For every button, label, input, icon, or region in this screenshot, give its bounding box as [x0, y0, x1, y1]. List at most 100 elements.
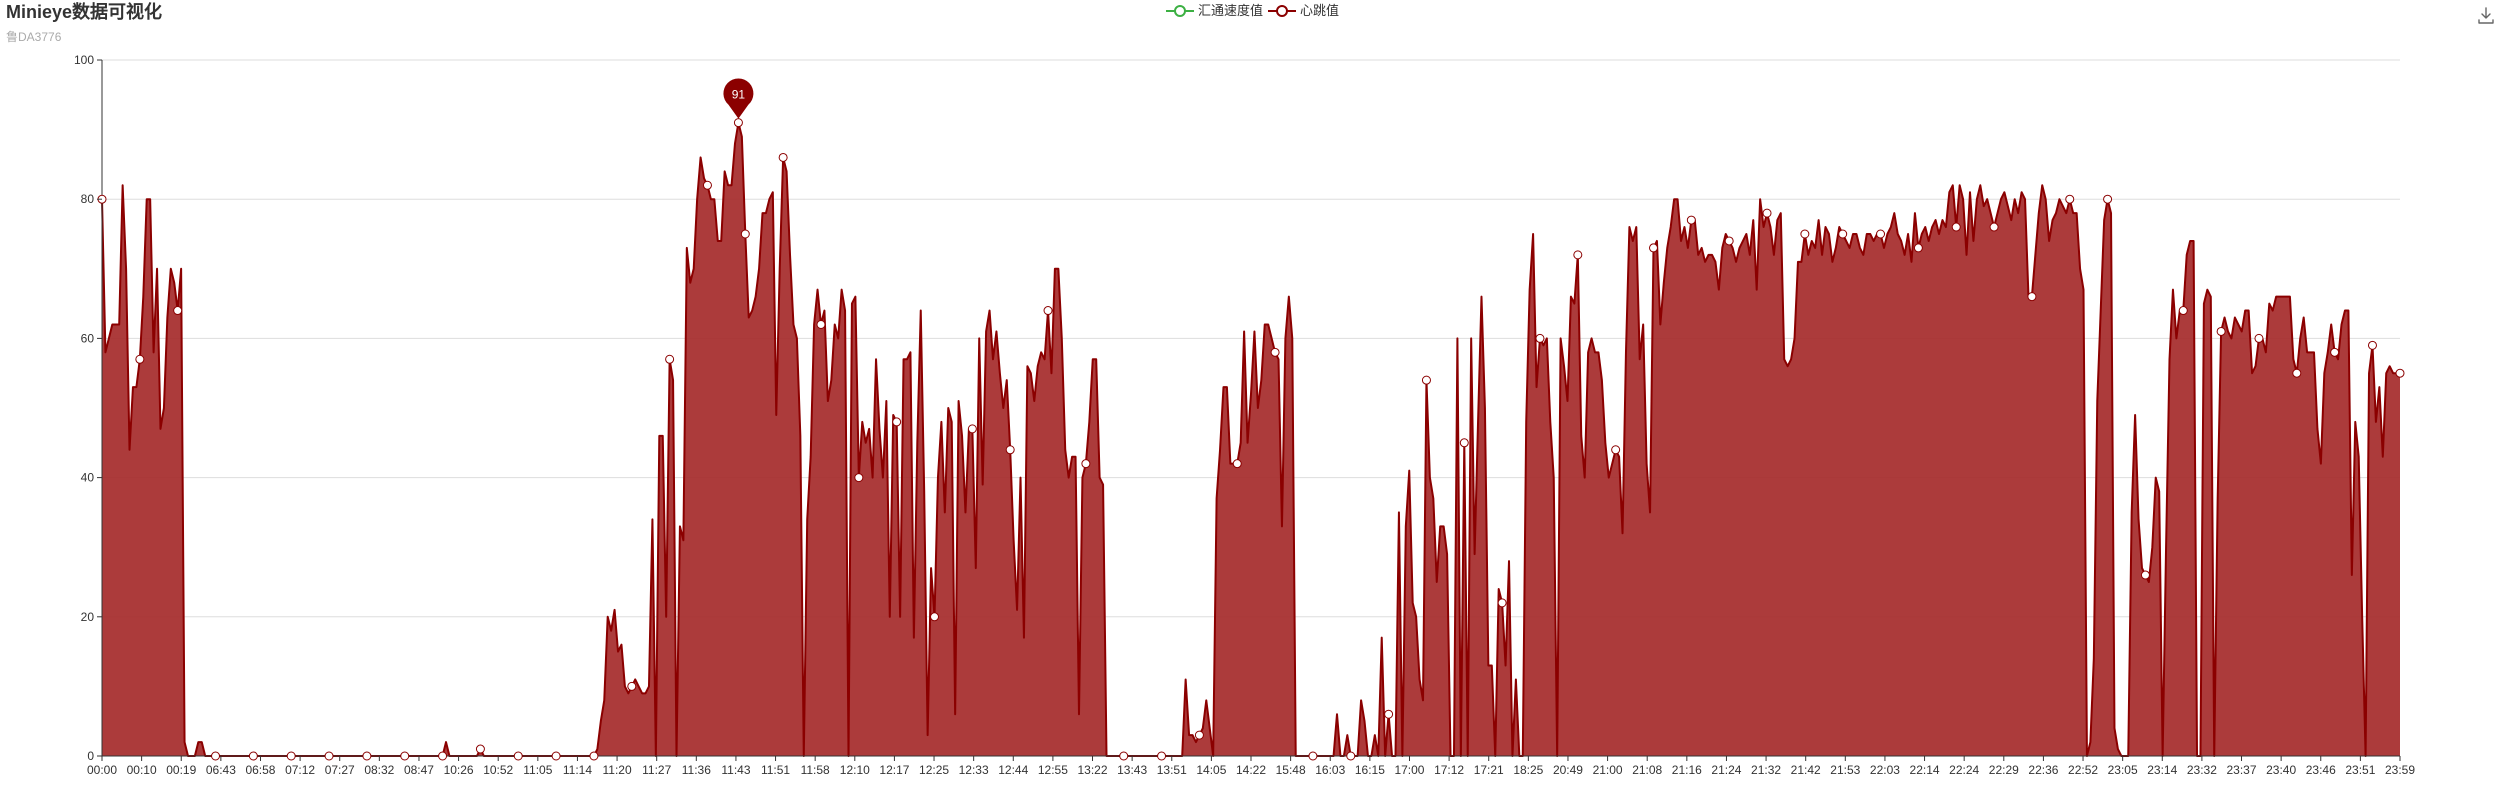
data-point [1535, 333, 1545, 343]
x-tick-label: 22:52 [2068, 763, 2098, 777]
data-point [2292, 368, 2302, 378]
plot-area [101, 121, 2400, 757]
data-point [2367, 340, 2377, 350]
legend-speed-marker [1174, 5, 1186, 17]
data-point [1043, 306, 1053, 316]
x-tick-label: 12:25 [919, 763, 949, 777]
y-tick-label: 80 [81, 192, 95, 206]
x-tick-label: 20:49 [1553, 763, 1583, 777]
data-point [778, 152, 788, 162]
y-tick-label: 100 [74, 53, 94, 67]
x-tick-label: 12:44 [998, 763, 1028, 777]
x-tick-label: 22:36 [2028, 763, 2058, 777]
x-tick-label: 23:05 [2108, 763, 2138, 777]
max-pin-label: 91 [732, 88, 746, 102]
download-icon[interactable] [2474, 4, 2498, 28]
x-tick-label: 06:43 [206, 763, 236, 777]
legend-heart-marker [1276, 5, 1288, 17]
x-tick-label: 22:03 [1870, 763, 1900, 777]
x-tick-label: 21:53 [1830, 763, 1860, 777]
data-point [1384, 709, 1394, 719]
x-tick-label: 22:24 [1949, 763, 1979, 777]
data-point [1005, 445, 1015, 455]
data-point [740, 229, 750, 239]
data-point [135, 354, 145, 364]
data-point [2140, 570, 2150, 580]
data-point [1421, 375, 1431, 385]
x-tick-label: 21:24 [1711, 763, 1741, 777]
data-point [1648, 243, 1658, 253]
x-tick-label: 11:51 [761, 763, 790, 777]
x-tick-label: 23:46 [2306, 763, 2336, 777]
data-point [551, 751, 561, 761]
x-tick-label: 17:12 [1434, 763, 1464, 777]
x-tick-label: 11:05 [523, 763, 552, 777]
y-tick-label: 20 [81, 610, 95, 624]
x-tick-label: 10:26 [444, 763, 474, 777]
chart-title: Minieye数据可视化 [6, 1, 162, 22]
data-point-markers [97, 152, 2405, 761]
legend: 汇通速度值 心跳值 [1166, 3, 1339, 18]
data-point [1800, 229, 1810, 239]
y-tick-label: 0 [87, 749, 94, 763]
data-point [967, 424, 977, 434]
legend-item-heart[interactable]: 心跳值 [1268, 3, 1339, 18]
y-axis-labels: 0 20 40 60 80 100 [74, 53, 102, 763]
data-point [1346, 751, 1356, 761]
max-marker: 91 [723, 78, 754, 128]
data-point [2103, 194, 2113, 204]
x-tick-label: 16:15 [1355, 763, 1385, 777]
data-point [475, 744, 485, 754]
x-tick-label: 12:17 [879, 763, 909, 777]
x-tick-label: 00:00 [87, 763, 117, 777]
x-tick-label: 13:43 [1117, 763, 1147, 777]
data-point [438, 751, 448, 761]
x-tick-label: 10:52 [483, 763, 513, 777]
data-point [702, 180, 712, 190]
heart-area-fill [102, 122, 2400, 756]
data-point [2395, 368, 2405, 378]
x-tick-label: 06:58 [245, 763, 275, 777]
x-tick-label: 11:36 [682, 763, 711, 777]
data-point [211, 751, 221, 761]
x-tick-label: 13:22 [1078, 763, 1108, 777]
x-tick-label: 11:43 [721, 763, 750, 777]
data-point [2178, 306, 2188, 316]
data-point [665, 354, 675, 364]
x-tick-label: 14:05 [1196, 763, 1226, 777]
x-tick-label: 00:19 [166, 763, 196, 777]
data-point [627, 681, 637, 691]
x-tick-label: 21:16 [1672, 763, 1702, 777]
x-tick-label: 21:32 [1751, 763, 1781, 777]
data-point [1838, 229, 1848, 239]
max-data-point [733, 118, 743, 128]
data-point [286, 751, 296, 761]
x-tick-label: 12:55 [1038, 763, 1068, 777]
data-point [324, 751, 334, 761]
x-tick-label: 00:10 [127, 763, 157, 777]
data-point [1876, 229, 1886, 239]
data-point [1459, 438, 1469, 448]
x-tick-label: 23:14 [2147, 763, 2177, 777]
x-tick-label: 08:32 [364, 763, 394, 777]
x-tick-label: 18:25 [1513, 763, 1543, 777]
x-tick-label: 11:14 [563, 763, 592, 777]
data-point [1686, 215, 1696, 225]
legend-item-speed[interactable]: 汇通速度值 [1166, 3, 1263, 18]
data-point [1989, 222, 1999, 232]
x-tick-label: 07:27 [325, 763, 355, 777]
x-tick-label: 22:29 [1989, 763, 2019, 777]
x-tick-label: 12:10 [840, 763, 870, 777]
data-point [1194, 730, 1204, 740]
data-point [1308, 751, 1318, 761]
x-tick-label: 17:00 [1394, 763, 1424, 777]
x-tick-label: 07:12 [285, 763, 315, 777]
x-tick-label: 13:51 [1157, 763, 1187, 777]
x-tick-label: 22:14 [1910, 763, 1940, 777]
data-point [892, 417, 902, 427]
data-point [400, 751, 410, 761]
x-tick-label: 15:48 [1276, 763, 1306, 777]
x-tick-label: 23:40 [2266, 763, 2296, 777]
data-point [248, 751, 258, 761]
data-point [1232, 459, 1242, 469]
